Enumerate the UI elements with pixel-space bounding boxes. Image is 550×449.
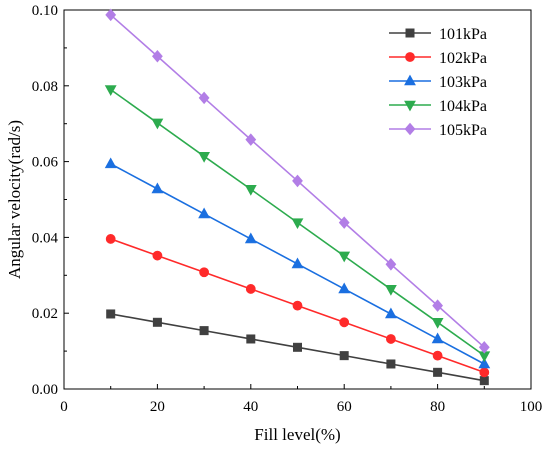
legend-label: 105kPa bbox=[439, 122, 487, 139]
data-point bbox=[431, 332, 444, 344]
legend-label: 102kPa bbox=[439, 50, 487, 67]
legend-item: 102kPa bbox=[389, 50, 487, 67]
legend-label: 101kPa bbox=[439, 26, 487, 43]
data-point bbox=[339, 317, 350, 328]
data-point bbox=[245, 284, 256, 294]
data-point bbox=[152, 250, 163, 261]
legend-marker bbox=[405, 52, 415, 62]
data-point bbox=[104, 157, 117, 169]
series-103kPa bbox=[104, 157, 491, 369]
data-point bbox=[385, 334, 396, 344]
series-104kPa bbox=[104, 85, 491, 363]
series-101kPa bbox=[106, 309, 489, 386]
y-tick-label: 0.00 bbox=[32, 382, 58, 398]
legend-item: 104kPa bbox=[389, 98, 487, 115]
legend-item: 101kPa bbox=[389, 26, 487, 43]
data-point bbox=[151, 182, 164, 194]
data-point bbox=[432, 350, 443, 361]
data-point bbox=[246, 334, 256, 344]
x-tick-label: 20 bbox=[150, 399, 165, 415]
data-point bbox=[432, 299, 443, 312]
data-point bbox=[338, 216, 350, 229]
data-point bbox=[291, 257, 304, 269]
data-point bbox=[292, 300, 303, 311]
data-point bbox=[478, 341, 490, 354]
x-tick-label: 40 bbox=[243, 399, 258, 415]
data-point bbox=[292, 342, 302, 352]
series-105kPa bbox=[105, 8, 490, 354]
y-tick-label: 0.06 bbox=[32, 155, 59, 171]
data-point bbox=[291, 218, 304, 230]
data-point bbox=[198, 207, 211, 219]
legend-label: 104kPa bbox=[439, 98, 487, 115]
data-point bbox=[338, 282, 351, 294]
x-tick-label: 100 bbox=[520, 399, 543, 415]
x-tick-label: 60 bbox=[337, 399, 352, 415]
data-point bbox=[198, 151, 211, 163]
data-point bbox=[151, 118, 164, 130]
data-point bbox=[479, 376, 489, 386]
axis-ticks: 0 20 40 60 80 100 0.00 0.02 0.04 0.06 0.08 0.10 bbox=[32, 3, 543, 415]
data-point bbox=[384, 285, 397, 296]
legend-item: 105kPa bbox=[389, 122, 487, 139]
x-tick-label: 0 bbox=[60, 399, 68, 415]
data-point bbox=[152, 317, 162, 327]
data-point bbox=[245, 133, 257, 146]
data-point bbox=[244, 232, 257, 244]
legend-item: 103kPa bbox=[389, 74, 487, 91]
y-tick-label: 0.02 bbox=[32, 306, 58, 322]
legend-marker bbox=[404, 74, 416, 86]
y-tick-label: 0.08 bbox=[32, 79, 58, 95]
legend-label: 103kPa bbox=[439, 74, 487, 91]
data-point bbox=[152, 49, 163, 63]
data-point bbox=[384, 307, 397, 319]
y-axis-label: Angular velocity(rad/s) bbox=[5, 120, 24, 279]
x-axis-label: Fill level(%) bbox=[254, 425, 340, 444]
data-point bbox=[385, 258, 397, 271]
data-point bbox=[339, 351, 349, 361]
data-point bbox=[244, 184, 257, 196]
data-point bbox=[479, 367, 490, 378]
data-point bbox=[431, 317, 444, 329]
data-point bbox=[105, 8, 117, 22]
legend: 101kPa 102kPa 103kPa 104kPa 105kPa bbox=[389, 26, 487, 139]
data-point bbox=[386, 359, 396, 369]
data-point bbox=[105, 234, 116, 244]
data-point bbox=[292, 174, 303, 188]
legend-marker bbox=[405, 28, 415, 38]
data-point bbox=[106, 309, 116, 319]
series-102kPa bbox=[105, 234, 490, 378]
y-tick-label: 0.04 bbox=[32, 230, 59, 246]
data-point bbox=[198, 91, 210, 105]
data-point bbox=[199, 267, 209, 278]
series-layer bbox=[104, 8, 491, 386]
legend-marker bbox=[404, 100, 416, 112]
data-point bbox=[338, 251, 351, 263]
data-point bbox=[199, 326, 209, 336]
data-point bbox=[104, 85, 117, 97]
y-tick-label: 0.10 bbox=[32, 3, 58, 19]
data-point bbox=[478, 357, 491, 369]
x-tick-label: 80 bbox=[430, 399, 445, 415]
data-point bbox=[433, 367, 443, 377]
legend-marker bbox=[404, 122, 416, 136]
